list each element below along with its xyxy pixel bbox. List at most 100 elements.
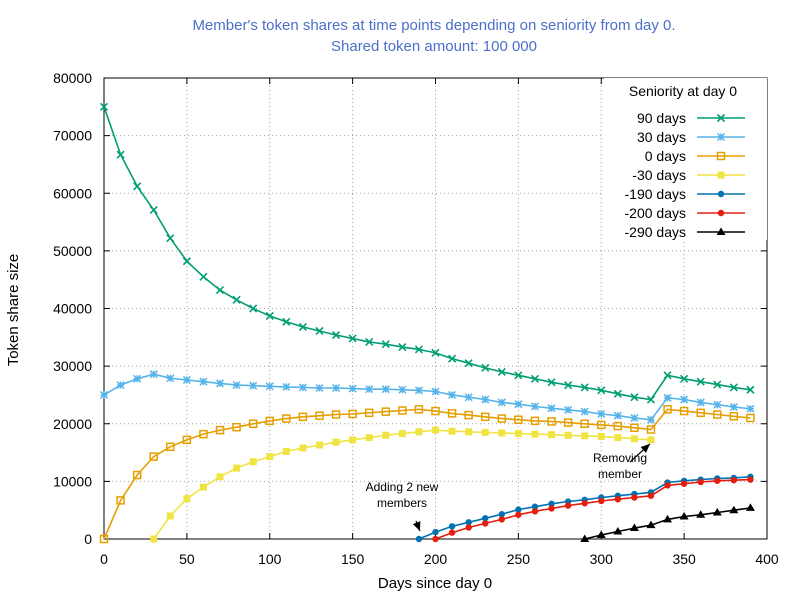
data-point xyxy=(597,420,606,430)
data-point xyxy=(315,441,323,449)
data-point xyxy=(597,432,605,440)
data-point xyxy=(166,512,174,520)
series-line xyxy=(103,106,751,401)
data-point xyxy=(514,400,523,409)
data-point xyxy=(646,425,656,434)
data-point xyxy=(282,447,290,455)
data-point xyxy=(448,354,457,363)
data-point xyxy=(663,371,672,380)
y-tick-label: 30000 xyxy=(53,358,92,374)
data-point xyxy=(381,340,390,349)
data-point xyxy=(315,383,324,393)
legend-entry: 30 days xyxy=(637,129,745,145)
data-point xyxy=(133,374,142,383)
legend-title: Seniority at day 0 xyxy=(629,83,737,99)
data-point xyxy=(398,430,406,438)
y-tick-label: 70000 xyxy=(53,128,92,144)
data-point xyxy=(746,404,755,413)
data-point xyxy=(150,535,158,543)
data-point xyxy=(564,381,573,390)
data-point xyxy=(729,403,738,412)
data-point xyxy=(597,386,606,395)
legend-marker xyxy=(716,132,726,142)
data-point xyxy=(730,477,738,484)
data-point xyxy=(414,386,423,395)
arrow-head xyxy=(640,443,650,453)
series-line xyxy=(103,373,751,421)
data-point xyxy=(465,524,472,531)
chart-title: Member's token shares at time points dep… xyxy=(192,17,675,34)
data-point xyxy=(697,478,704,486)
data-point xyxy=(464,393,473,402)
x-tick-label: 350 xyxy=(672,551,696,567)
data-point xyxy=(696,377,705,386)
data-point xyxy=(613,421,623,431)
data-point xyxy=(199,272,208,281)
data-point xyxy=(99,534,109,544)
data-point xyxy=(630,413,639,423)
y-tick-label: 0 xyxy=(84,531,92,547)
data-point xyxy=(233,464,241,472)
data-point xyxy=(514,371,523,380)
data-point xyxy=(563,418,573,427)
data-point xyxy=(580,534,590,542)
y-tick-label: 60000 xyxy=(53,185,92,201)
data-point xyxy=(680,480,688,487)
data-point xyxy=(498,511,505,518)
y-tick-label: 10000 xyxy=(53,473,92,489)
data-point xyxy=(398,385,407,394)
data-point xyxy=(133,182,142,191)
series-line xyxy=(103,408,751,540)
data-point xyxy=(265,382,274,391)
data-point xyxy=(298,412,308,422)
data-point xyxy=(713,410,722,419)
x-tick-label: 0 xyxy=(100,551,108,567)
axis-ticks: 0 50 100 150 200 250 300 350 400 0 10000 20000 30000… xyxy=(53,70,779,567)
data-point xyxy=(696,398,705,407)
legend-entry: -190 days xyxy=(625,186,745,202)
data-point xyxy=(298,383,307,392)
x-tick-label: 200 xyxy=(424,551,448,567)
data-point xyxy=(415,428,423,436)
series-lines xyxy=(99,102,755,544)
data-point xyxy=(182,435,192,445)
data-point xyxy=(630,393,639,402)
data-point xyxy=(564,431,572,439)
data-point xyxy=(464,410,473,420)
data-point xyxy=(415,535,423,543)
data-point xyxy=(282,414,291,423)
data-point xyxy=(232,422,241,432)
data-point xyxy=(331,330,341,340)
legend-label: -30 days xyxy=(632,167,686,183)
data-point xyxy=(548,500,555,508)
data-point xyxy=(663,514,673,523)
data-point xyxy=(679,406,689,416)
annotation-adding-members: members xyxy=(377,496,427,510)
data-point xyxy=(432,426,439,434)
data-point xyxy=(265,311,274,321)
data-point xyxy=(149,205,158,215)
legend-label: -200 days xyxy=(625,205,686,221)
data-point xyxy=(182,375,191,384)
legend-entry: 90 days xyxy=(637,110,745,126)
data-point xyxy=(182,257,191,266)
data-point xyxy=(498,429,506,437)
data-point xyxy=(349,436,357,444)
data-point xyxy=(564,405,573,414)
x-tick-label: 50 xyxy=(179,551,195,567)
data-point xyxy=(266,453,274,461)
arrow-adding-members xyxy=(412,520,421,532)
data-point xyxy=(381,407,391,416)
data-point xyxy=(199,429,208,439)
data-point xyxy=(465,428,473,436)
data-point xyxy=(746,413,755,423)
data-point xyxy=(679,512,689,520)
data-point xyxy=(332,438,340,446)
x-tick-label: 150 xyxy=(341,551,365,567)
data-point xyxy=(613,527,623,535)
data-point xyxy=(480,412,490,422)
data-point xyxy=(613,389,622,398)
legend-entry: -290 days xyxy=(625,224,745,240)
data-point xyxy=(448,427,456,435)
